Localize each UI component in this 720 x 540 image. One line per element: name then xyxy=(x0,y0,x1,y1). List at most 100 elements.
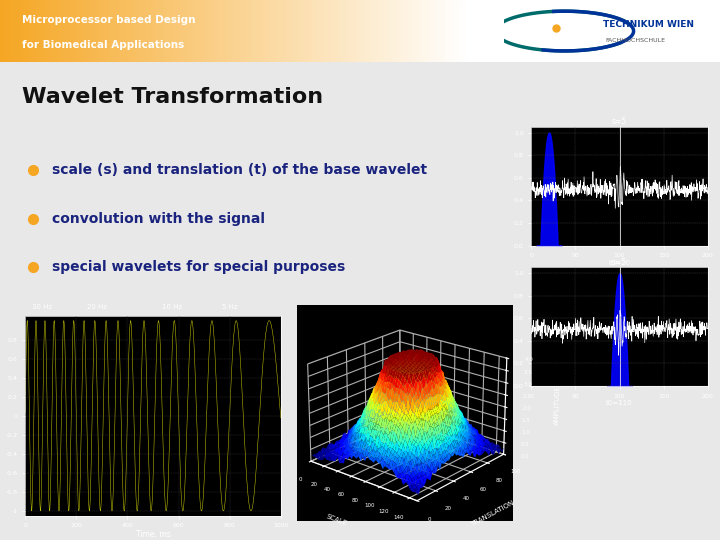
Bar xyxy=(333,0,336,62)
Bar xyxy=(250,0,252,62)
Bar xyxy=(67,0,70,62)
Bar xyxy=(38,0,41,62)
Bar xyxy=(346,0,348,62)
Bar xyxy=(240,0,243,62)
Bar xyxy=(538,0,540,62)
Bar xyxy=(384,0,387,62)
Bar xyxy=(696,0,698,62)
Bar xyxy=(360,0,362,62)
Bar xyxy=(288,0,290,62)
Y-axis label: TRANSLATION: TRANSLATION xyxy=(470,500,516,528)
Bar xyxy=(571,0,574,62)
Bar xyxy=(307,0,310,62)
Bar xyxy=(259,0,261,62)
Text: Microprocessor based Design: Microprocessor based Design xyxy=(22,15,195,25)
Bar xyxy=(660,0,662,62)
Bar xyxy=(391,0,394,62)
Bar xyxy=(312,0,315,62)
Bar xyxy=(648,0,650,62)
Bar xyxy=(106,0,108,62)
Bar xyxy=(209,0,211,62)
Bar xyxy=(437,0,439,62)
Bar xyxy=(351,0,353,62)
Bar xyxy=(377,0,379,62)
Bar xyxy=(439,0,441,62)
Text: 20 Hz: 20 Hz xyxy=(87,304,107,310)
Bar xyxy=(578,0,581,62)
Bar xyxy=(74,0,77,62)
X-axis label: SCALE: SCALE xyxy=(325,513,348,526)
Bar xyxy=(713,0,715,62)
Bar xyxy=(468,0,470,62)
Text: 10 Hz: 10 Hz xyxy=(162,304,182,310)
Bar xyxy=(279,0,281,62)
Bar xyxy=(715,0,718,62)
Bar xyxy=(533,0,535,62)
Bar xyxy=(418,0,420,62)
Title: s=5: s=5 xyxy=(612,117,627,126)
Bar xyxy=(2,0,5,62)
Bar xyxy=(574,0,576,62)
Bar xyxy=(178,0,180,62)
Bar xyxy=(612,0,614,62)
Bar xyxy=(72,0,74,62)
Bar xyxy=(675,0,677,62)
Bar xyxy=(518,0,521,62)
Bar xyxy=(329,0,331,62)
Bar xyxy=(252,0,254,62)
Bar xyxy=(449,0,451,62)
Bar xyxy=(492,0,495,62)
Bar xyxy=(423,0,425,62)
Bar xyxy=(65,0,67,62)
Bar xyxy=(24,0,27,62)
Bar xyxy=(315,0,317,62)
Bar xyxy=(698,0,701,62)
Bar xyxy=(43,0,45,62)
Bar xyxy=(117,0,120,62)
Bar xyxy=(110,0,113,62)
Bar xyxy=(245,0,247,62)
Bar xyxy=(693,0,696,62)
Text: 5 Hz: 5 Hz xyxy=(222,304,238,310)
Bar xyxy=(142,0,144,62)
Bar xyxy=(504,0,506,62)
Bar xyxy=(63,0,65,62)
Bar xyxy=(101,0,103,62)
Bar xyxy=(261,0,264,62)
Bar xyxy=(588,0,590,62)
Bar xyxy=(264,0,266,62)
Bar xyxy=(605,0,607,62)
Bar xyxy=(595,0,598,62)
Bar xyxy=(634,0,636,62)
Bar xyxy=(14,0,17,62)
Bar xyxy=(81,0,84,62)
Bar xyxy=(531,0,533,62)
Bar xyxy=(593,0,595,62)
Bar xyxy=(389,0,391,62)
Bar xyxy=(310,0,312,62)
Bar xyxy=(434,0,437,62)
Bar xyxy=(657,0,660,62)
Bar xyxy=(336,0,338,62)
X-axis label: t0=20: t0=20 xyxy=(608,260,631,266)
Bar xyxy=(475,0,477,62)
Bar xyxy=(528,0,531,62)
Bar xyxy=(499,0,502,62)
Bar xyxy=(590,0,593,62)
Bar xyxy=(70,0,72,62)
Bar xyxy=(156,0,158,62)
Bar xyxy=(238,0,240,62)
Bar xyxy=(194,0,197,62)
Bar xyxy=(166,0,168,62)
Bar xyxy=(614,0,617,62)
Bar xyxy=(636,0,639,62)
Bar xyxy=(569,0,571,62)
Bar xyxy=(708,0,711,62)
Bar xyxy=(621,0,624,62)
Bar xyxy=(17,0,19,62)
Text: convolution with the signal: convolution with the signal xyxy=(52,212,265,226)
Bar xyxy=(427,0,430,62)
Bar xyxy=(305,0,307,62)
Bar xyxy=(542,0,545,62)
Bar xyxy=(521,0,523,62)
